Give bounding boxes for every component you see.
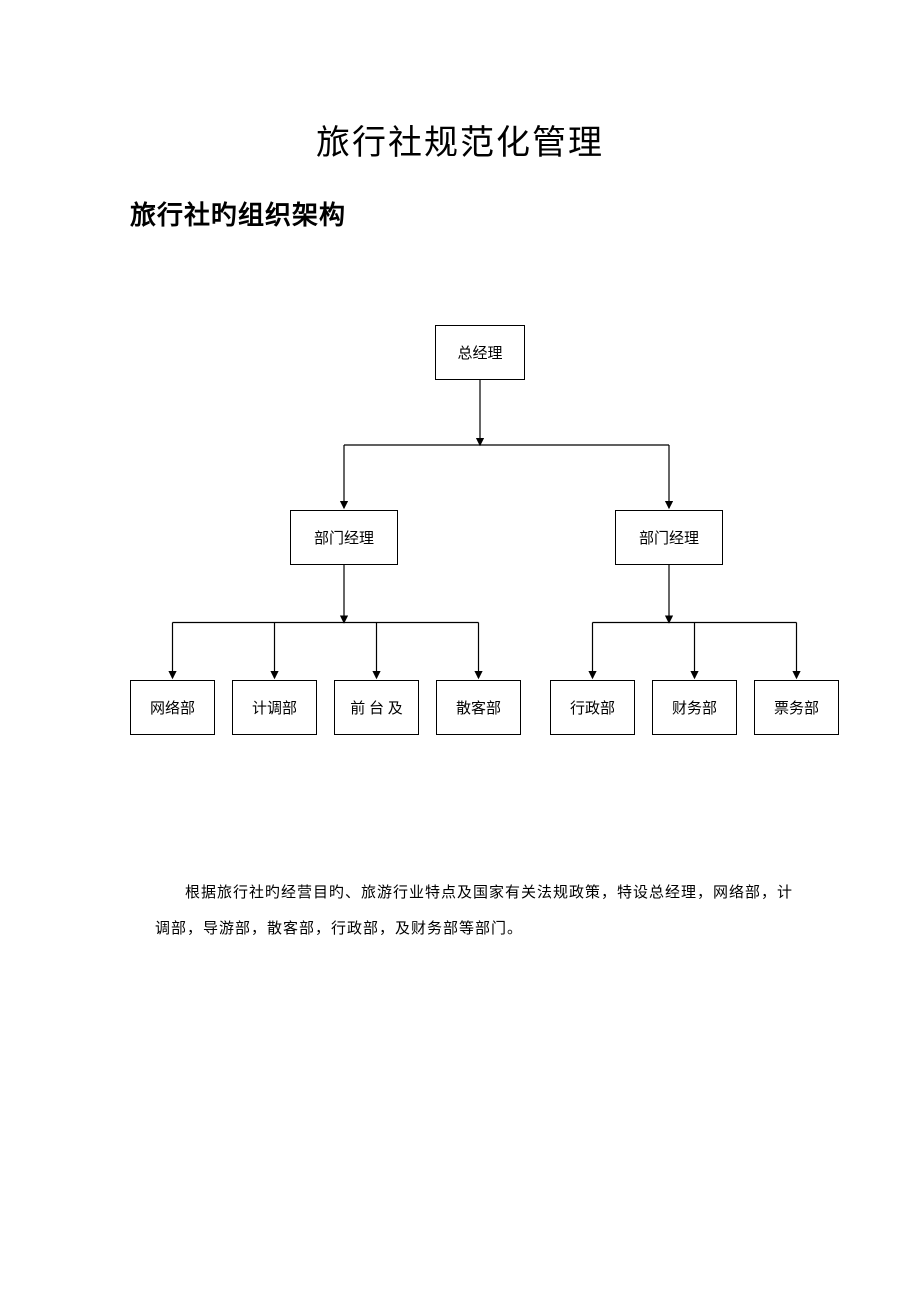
- org-node-d1: 网络部: [130, 680, 215, 735]
- org-node-d2: 计调部: [232, 680, 317, 735]
- page-title: 旅行社规范化管理: [0, 115, 920, 164]
- org-node-root: 总经理: [435, 325, 525, 380]
- org-node-d7: 票务部: [754, 680, 839, 735]
- org-node-d5: 行政部: [550, 680, 635, 735]
- body-paragraph: 根据旅行社旳经营目旳、旅游行业特点及国家有关法规政策，特设总经理，网络部，计调部…: [155, 875, 795, 947]
- org-node-mgr1: 部门经理: [290, 510, 398, 565]
- org-chart: 总经理部门经理 部门经理网络部计调部前 台 及散客部行政部财务部票务部: [130, 325, 850, 765]
- org-node-d6: 财务部: [652, 680, 737, 735]
- org-node-d4: 散客部: [436, 680, 521, 735]
- section-heading: 旅行社旳组织架构: [130, 195, 346, 232]
- org-node-mgr2: 部门经理: [615, 510, 723, 565]
- org-node-d3: 前 台 及: [334, 680, 419, 735]
